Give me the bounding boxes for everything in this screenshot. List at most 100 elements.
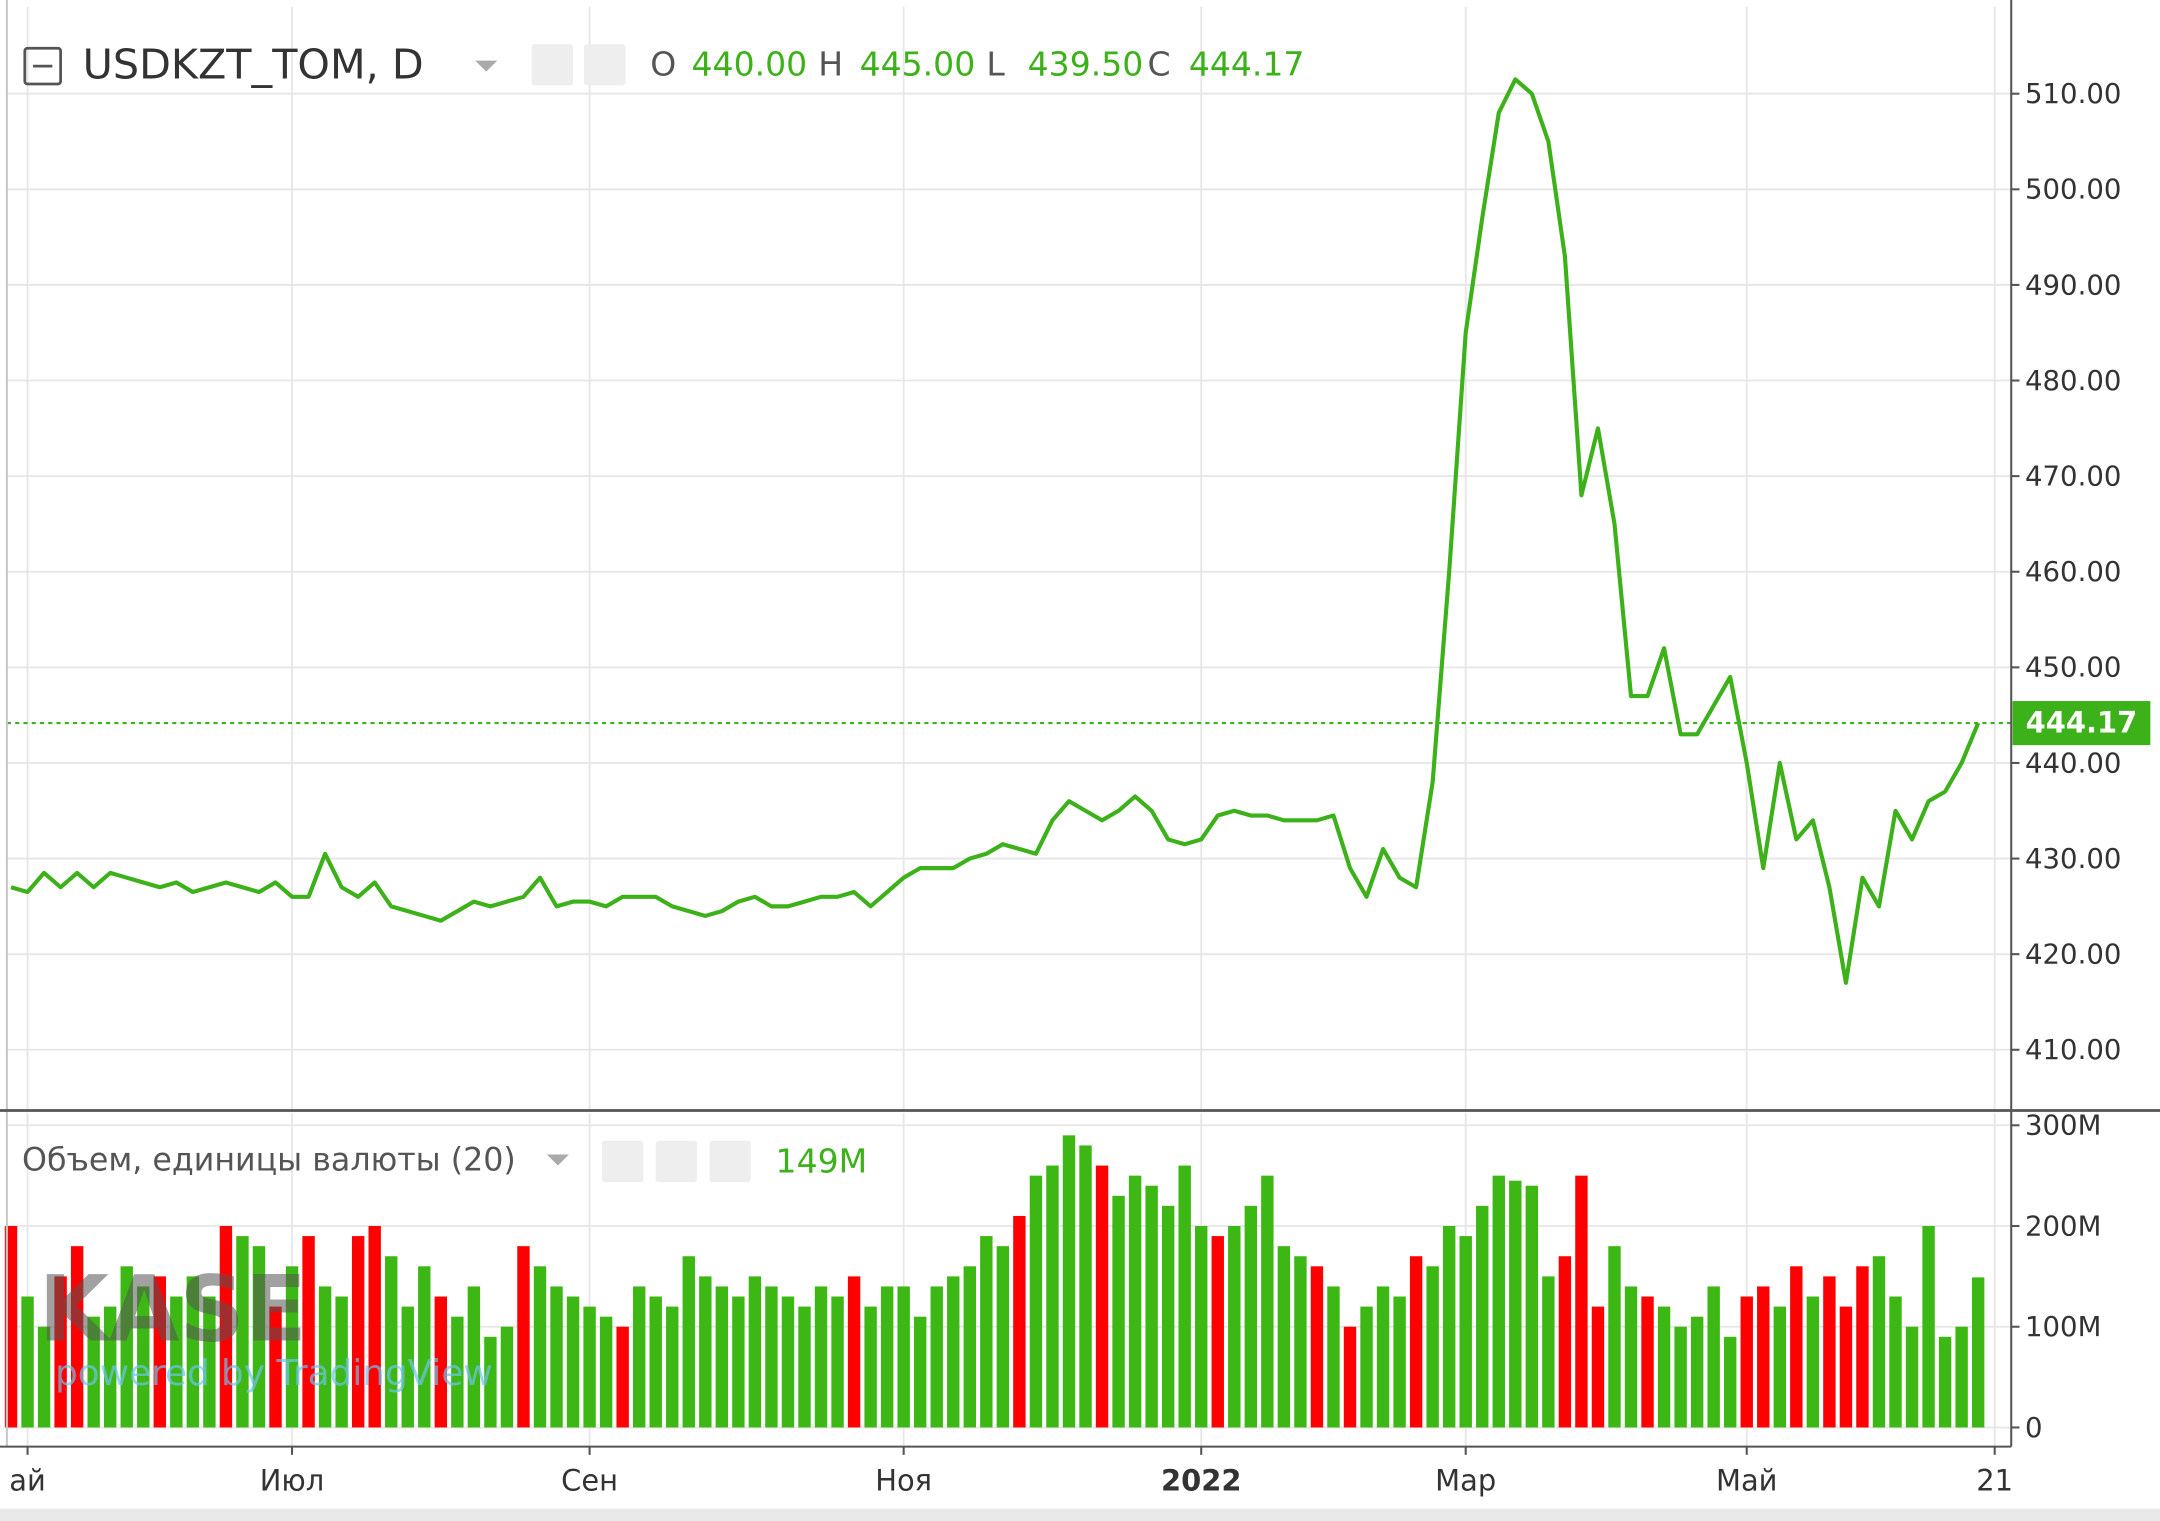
volume-bar — [1971, 1277, 1985, 1428]
symbol-title: USDKZT_TOM, D — [83, 41, 424, 89]
volume-bar — [1327, 1286, 1340, 1428]
label-layer: ай Июл Сен Ноя 2022 Мар Май 21 410.00 420.00 430.0… — [9, 78, 2151, 1497]
dropdown-arrow[interactable] — [475, 60, 498, 72]
y-tick-label: 0 — [2025, 1412, 2043, 1444]
volume-bar — [418, 1266, 431, 1428]
volume-bar — [1161, 1205, 1175, 1428]
ohlc-label: C — [1147, 45, 1170, 84]
volume-bar — [137, 1286, 150, 1428]
volume-bar — [252, 1246, 266, 1428]
watermark-text: powered by TradingView — [55, 1353, 493, 1394]
volume-bar — [1426, 1266, 1439, 1428]
volume-bar — [533, 1266, 547, 1428]
volume-bar — [1228, 1226, 1241, 1428]
volume-bar — [1029, 1175, 1043, 1428]
volume-bar — [1542, 1276, 1555, 1428]
settings-button[interactable] — [655, 1140, 698, 1183]
volume-bar — [1525, 1185, 1539, 1428]
volume-bar — [583, 1306, 596, 1428]
volume-bar — [104, 1306, 117, 1428]
volume-bar — [1360, 1306, 1373, 1428]
volume-bar — [318, 1286, 332, 1428]
volume-bar — [236, 1236, 249, 1428]
volume-bar — [1376, 1286, 1390, 1428]
ohlc-label: H — [818, 45, 843, 84]
volume-bar — [434, 1296, 448, 1428]
volume-bar — [980, 1236, 993, 1428]
volume-bar — [1178, 1165, 1191, 1428]
volume-bar — [170, 1296, 183, 1428]
volume-bar — [1062, 1135, 1076, 1428]
volume-bar — [21, 1296, 34, 1428]
x-tick-label: Ноя — [875, 1463, 932, 1497]
volume-bar — [1575, 1175, 1588, 1428]
volume-bar — [1657, 1306, 1671, 1428]
volume-bar — [368, 1226, 381, 1428]
volume-bar — [1856, 1266, 1869, 1428]
volume-bar — [1955, 1326, 1968, 1428]
volume-bar — [1310, 1266, 1324, 1428]
ohlc-label: L — [986, 45, 1005, 84]
volume-bar — [864, 1306, 877, 1428]
volume-bar — [1823, 1276, 1836, 1428]
volume-bar — [37, 1326, 51, 1428]
volume-bar — [748, 1276, 762, 1428]
volume-bar — [1145, 1185, 1158, 1428]
close-button[interactable] — [709, 1140, 751, 1183]
volume-bar — [1492, 1175, 1505, 1428]
volume-bar — [930, 1286, 943, 1428]
volume-bar — [87, 1316, 100, 1428]
volume-bar — [153, 1276, 166, 1428]
volume-bar — [1707, 1286, 1720, 1428]
volume-bar — [219, 1226, 233, 1428]
volume-bar — [186, 1276, 200, 1428]
x-tick-label: Май — [1716, 1463, 1777, 1497]
volume-bar — [1112, 1195, 1125, 1428]
volume-bar — [715, 1286, 729, 1428]
volume-bar — [914, 1316, 927, 1428]
volume-bar — [54, 1276, 67, 1428]
volume-bar — [1558, 1256, 1572, 1428]
y-tick-label: 300M — [2025, 1110, 2101, 1142]
eye-button[interactable] — [601, 1140, 644, 1183]
volume-bar — [550, 1286, 563, 1428]
volume-bar — [649, 1296, 662, 1428]
volume-bar — [1674, 1326, 1687, 1428]
volume-bar — [467, 1286, 481, 1428]
volume-bar — [1442, 1226, 1456, 1428]
volume-bar — [699, 1276, 712, 1428]
x-tick-label: 2022 — [1161, 1463, 1241, 1497]
volume-bar — [1773, 1306, 1786, 1428]
volume-bar — [831, 1296, 844, 1428]
volume-bar — [1591, 1306, 1605, 1428]
y-tick-label: 410.00 — [2025, 1034, 2121, 1066]
volume-bar — [1459, 1236, 1472, 1428]
volume-bar — [814, 1286, 828, 1428]
x-tick-label: ай — [9, 1463, 46, 1497]
volume-bar — [1128, 1175, 1142, 1428]
dropdown-arrow[interactable] — [546, 1154, 569, 1166]
volume-bar — [120, 1266, 133, 1428]
volume-bar — [666, 1306, 679, 1428]
settings-button[interactable] — [584, 44, 626, 86]
volume-bar — [847, 1276, 861, 1428]
volume-bar — [1839, 1306, 1853, 1428]
volume-bar — [897, 1286, 910, 1428]
ohlc-label: O — [650, 45, 676, 84]
y-tick-label: 420.00 — [2025, 939, 2121, 971]
volume-bar — [1922, 1226, 1935, 1428]
y-tick-label: 100M — [2025, 1311, 2101, 1343]
volume-bar — [451, 1316, 464, 1428]
volume-bar — [1624, 1286, 1638, 1428]
volume-bar — [1757, 1286, 1770, 1428]
volume-bar — [484, 1336, 497, 1428]
collapse-button[interactable] — [23, 46, 62, 86]
eye-button[interactable] — [531, 44, 574, 86]
ohlc-value: 444.17 — [1189, 45, 1305, 84]
x-tick-label: Сен — [561, 1463, 618, 1497]
volume-bar — [880, 1286, 894, 1428]
volume-bar — [1872, 1256, 1886, 1428]
volume-bar — [1806, 1296, 1820, 1428]
volume-bar — [1409, 1256, 1423, 1428]
